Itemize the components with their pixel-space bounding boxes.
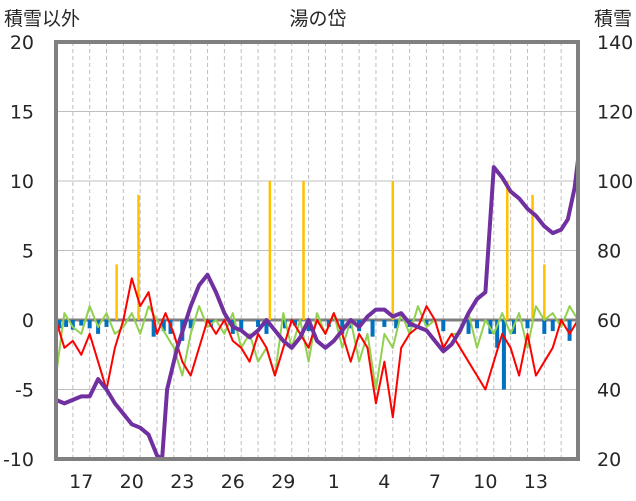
- right-axis-ticks: 140 120 100 80 60 40 20: [597, 32, 633, 471]
- right-tick-label: 20: [597, 449, 621, 471]
- x-tick-label: 17: [69, 471, 93, 493]
- negative-bar: [293, 320, 298, 326]
- negative-bar: [70, 320, 75, 330]
- right-axis-label: 積雪: [594, 8, 632, 30]
- negative-bar: [340, 320, 345, 334]
- left-tick-label: 5: [22, 241, 34, 263]
- negative-bar: [542, 320, 547, 334]
- negative-bar: [104, 320, 109, 327]
- x-axis-ticks: 17 20 23 26 29 1 4 7 10 13: [69, 471, 548, 493]
- negative-bar: [567, 320, 572, 341]
- negative-bars-series: [57, 320, 580, 390]
- negative-bar: [256, 320, 261, 327]
- x-tick-label: 29: [271, 471, 295, 493]
- right-tick-label: 40: [597, 380, 621, 402]
- negative-bar: [501, 320, 506, 390]
- left-axis-ticks: 20 15 10 5 0 -5 -10: [3, 32, 34, 471]
- negative-bar: [87, 320, 92, 329]
- negative-bar: [64, 320, 69, 327]
- negative-bar: [264, 320, 269, 334]
- negative-bar: [382, 320, 387, 327]
- plot-frame: [54, 40, 580, 461]
- negative-bar: [57, 320, 62, 329]
- right-tick-label: 120: [597, 102, 633, 124]
- negative-bar: [394, 320, 399, 329]
- negative-bar: [466, 320, 471, 334]
- x-tick-label: 4: [378, 471, 390, 493]
- x-tick-label: 20: [120, 471, 144, 493]
- left-tick-label: 15: [10, 102, 34, 124]
- x-tick-label: 23: [170, 471, 194, 493]
- left-axis-label: 積雪以外: [4, 8, 80, 30]
- negative-bar: [151, 320, 156, 337]
- x-tick-label: 1: [328, 471, 340, 493]
- negative-bar: [550, 320, 555, 332]
- x-tick-label: 13: [524, 471, 548, 493]
- temp-max-line: [55, 277, 579, 419]
- chart-title: 湯の岱: [289, 8, 346, 30]
- left-tick-label: 10: [10, 171, 34, 193]
- x-tick-label: 10: [473, 471, 497, 493]
- negative-bar: [495, 320, 500, 348]
- negative-bar: [239, 320, 244, 330]
- right-tick-label: 80: [597, 241, 621, 263]
- negative-bar: [441, 320, 446, 332]
- x-tick-label: 26: [221, 471, 245, 493]
- negative-bar: [306, 320, 311, 332]
- negative-bar: [188, 320, 193, 329]
- right-tick-label: 60: [597, 310, 621, 332]
- negative-bar: [424, 320, 429, 326]
- left-tick-label: -5: [15, 380, 34, 402]
- horizontal-gridlines: [56, 111, 578, 390]
- negative-bar: [161, 320, 166, 332]
- temp-min-line: [55, 305, 579, 391]
- negative-bar: [370, 320, 375, 337]
- series-layer: [54, 158, 580, 461]
- negative-bar: [79, 320, 84, 326]
- left-tick-label: 0: [22, 310, 34, 332]
- precip-series: [115, 181, 546, 320]
- right-tick-label: 100: [597, 171, 633, 193]
- negative-bar: [474, 320, 479, 329]
- left-tick-label: 20: [10, 32, 34, 54]
- x-tick-label: 7: [429, 471, 441, 493]
- negative-bar: [525, 320, 530, 329]
- left-tick-label: -10: [3, 449, 34, 471]
- snow-depth-line: [54, 158, 580, 461]
- right-tick-label: 140: [597, 32, 633, 54]
